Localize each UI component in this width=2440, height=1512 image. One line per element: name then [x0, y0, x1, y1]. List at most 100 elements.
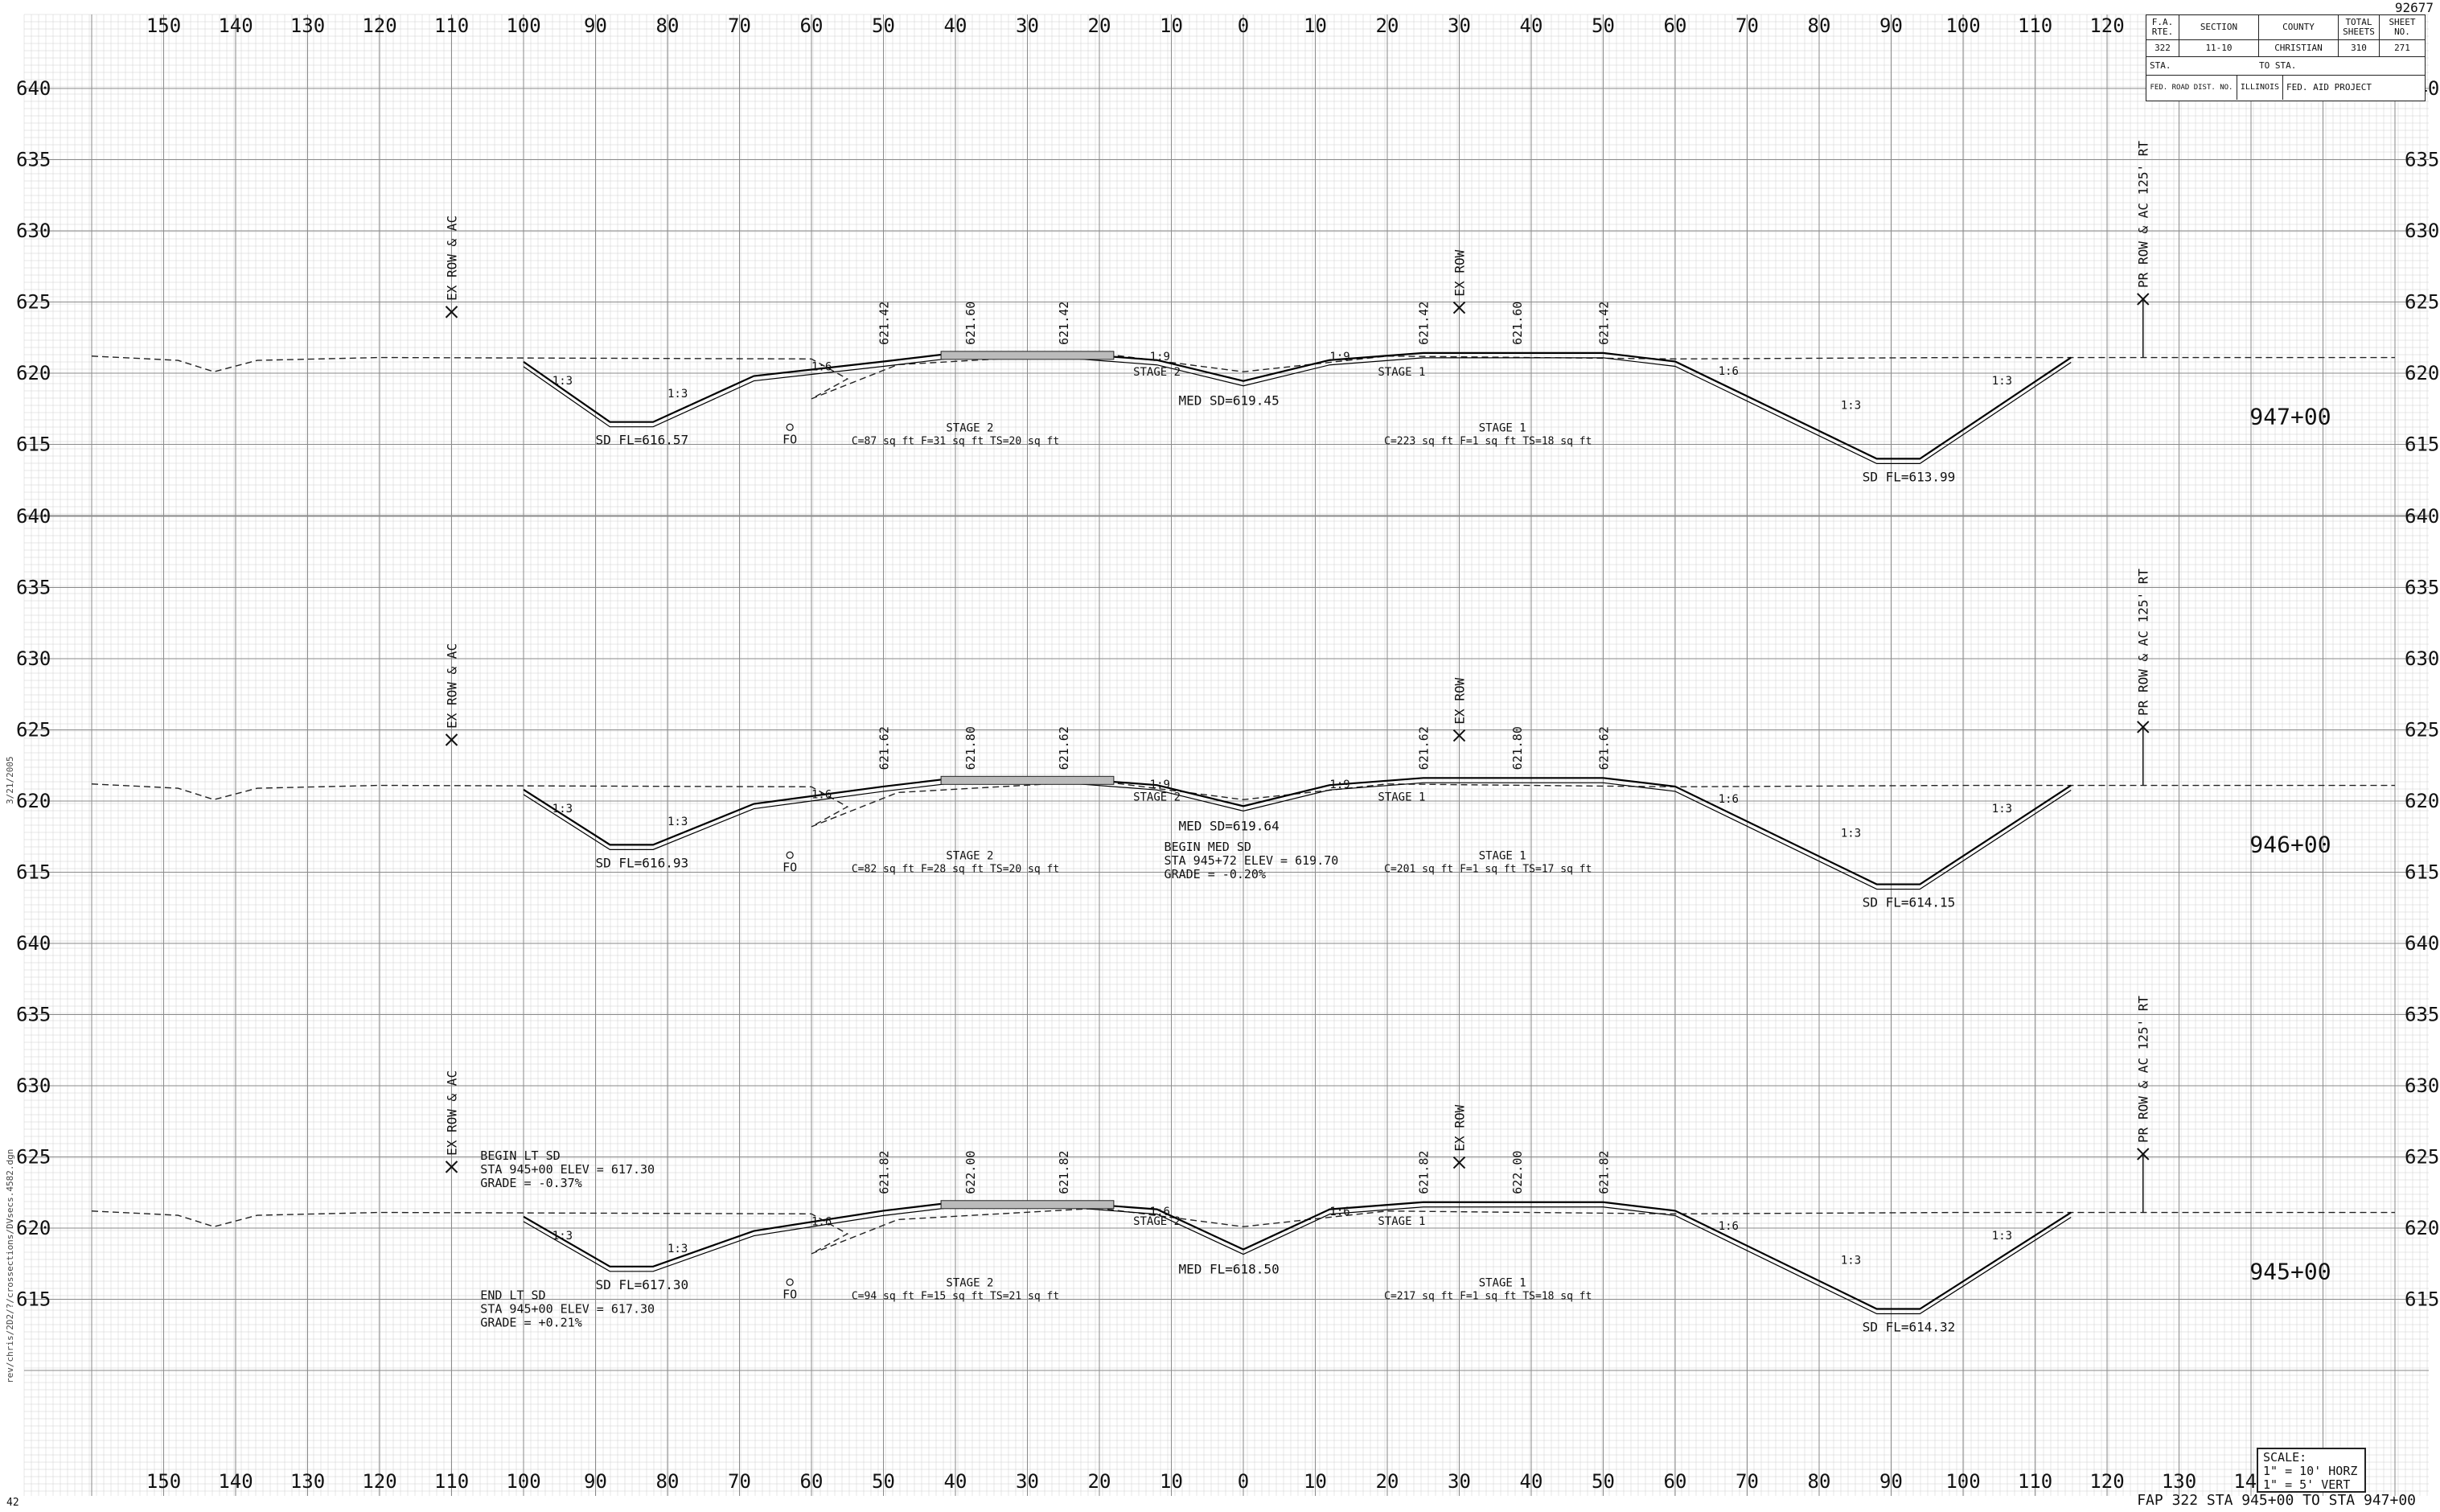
stage2-label: STAGE 2 [1133, 366, 1181, 379]
elevation-label-left: 625 [16, 1146, 51, 1169]
grade-elevation-label: 621.82 [877, 1151, 892, 1194]
stage1-label: STAGE 1 [1378, 1215, 1425, 1228]
slope-label: 1:6 [1150, 1206, 1170, 1218]
offset-label-top: 20 [1376, 14, 1399, 37]
elevation-label-left: 630 [16, 1074, 51, 1097]
grade-elevation-label: 621.62 [1057, 726, 1071, 770]
stage2-quantity-title: STAGE 2 [946, 1277, 993, 1290]
slope-label: 1:3 [552, 1230, 573, 1243]
title-block-section-head: SECTION [2179, 15, 2259, 40]
offset-label-top: 20 [1088, 14, 1111, 37]
proposed-section-line [523, 1201, 2072, 1310]
title-block-sheet-value: 271 [2380, 40, 2425, 57]
proposed-section-line [523, 777, 2072, 885]
left-ditch-label: SD FL=616.57 [596, 433, 689, 448]
stage2-quantity: C=94 sq ft F=15 sq ft TS=21 sq ft [852, 1291, 1059, 1303]
slope-label: 1:9 [1329, 351, 1349, 364]
grade-elevation-label: 621.62 [1597, 726, 1612, 770]
offset-label-top: 100 [506, 14, 540, 37]
left-ditch-begin-note: STA 945+00 ELEV = 617.30 [480, 1162, 655, 1177]
side-filename: rev/chris/2D2/?/crossections/DVsecs.4582… [5, 1148, 15, 1383]
offset-label-bottom: 110 [434, 1470, 469, 1493]
ex-row-mid-label: EX ROW [1452, 249, 1468, 296]
fiber-optic-marker [786, 1278, 794, 1286]
elevation-label-left: 630 [16, 220, 51, 242]
slope-label: 1:6 [811, 788, 832, 801]
elevation-label-right: 620 [2405, 1217, 2439, 1239]
elevation-label-right: 630 [2405, 1074, 2439, 1097]
elevation-label-right: 625 [2405, 719, 2439, 742]
stage2-pavement-hatch [940, 351, 1115, 360]
left-ditch-begin-note: BEGIN LT SD [480, 1148, 560, 1163]
slope-label: 1:3 [1992, 375, 2012, 388]
existing-ground-line [91, 780, 2395, 828]
grade-elevation-label: 621.80 [963, 726, 978, 770]
sections-layer: 640 640 635 635 630 630 625 625 620 620 615 615 621.… [16, 77, 2439, 1335]
offset-label-bottom: 120 [2089, 1470, 2124, 1493]
title-block-route-value: 322 [2146, 40, 2179, 57]
stage1-label: STAGE 1 [1378, 791, 1425, 803]
title-block-route-head: F.A. RTE. [2146, 15, 2179, 40]
stage2-quantity-title: STAGE 2 [946, 422, 993, 435]
pr-row-right-label: PR ROW & AC 125' RT [2136, 141, 2151, 288]
grade-elevation-label: 621.82 [1417, 1151, 1432, 1194]
stage2-pavement-hatch [940, 1200, 1115, 1210]
title-block-county-value: CHRISTIAN [2259, 40, 2339, 57]
offset-label-top: 10 [1304, 14, 1327, 37]
title-block-county-head: COUNTY [2259, 15, 2339, 40]
station-label: 947+00 [2249, 404, 2331, 430]
cross-section-946+00: 640 640 635 635 630 630 625 625 620 620 615 615 621.… [16, 505, 2439, 910]
fiber-optic-label: FO [783, 432, 797, 446]
subgrade-line [523, 357, 2072, 464]
elevation-label-left: 640 [16, 932, 51, 955]
grade-elevation-label: 621.42 [877, 302, 892, 345]
offset-label-top: 10 [1160, 14, 1183, 37]
median-ditch-note: BEGIN MED SD [1165, 840, 1251, 854]
fiber-optic-marker [786, 423, 794, 431]
slope-label: 1:6 [1719, 1220, 1739, 1233]
offset-label-top: 50 [872, 14, 895, 37]
title-block-sta-row-line [2179, 57, 2259, 76]
offset-label-top: 0 [1238, 14, 1249, 37]
offset-label-top: 80 [656, 14, 680, 37]
offset-label-bottom: 10 [1304, 1470, 1327, 1493]
grade-elevation-label: 621.62 [1417, 726, 1432, 770]
grid [23, 14, 2429, 1496]
scale-horizontal: 1" = 10' HORZ [2263, 1464, 2358, 1478]
offset-label-bottom: 130 [290, 1470, 325, 1493]
ex-row-mid-x [1452, 1156, 1466, 1169]
stage2-quantity: C=87 sq ft F=31 sq ft TS=20 sq ft [852, 436, 1059, 448]
grade-elevation-label: 621.60 [963, 302, 978, 345]
grade-elevation-label: 621.42 [1417, 302, 1432, 345]
slope-label: 1:6 [811, 1215, 832, 1228]
elevation-label-right: 620 [2405, 362, 2439, 384]
stage1-quantity-title: STAGE 1 [1479, 850, 1526, 863]
slope-label: 1:9 [1329, 779, 1349, 791]
elevation-label-right: 625 [2405, 1146, 2439, 1169]
elevation-label-left: 615 [16, 1288, 51, 1311]
grade-elevation-label: 622.00 [963, 1151, 978, 1194]
ex-row-mid-label: EX ROW [1452, 1104, 1468, 1151]
offset-label-bottom: 150 [146, 1470, 181, 1493]
title-block-state: ILLINOIS [2237, 76, 2283, 100]
offset-label-bottom: 20 [1088, 1470, 1111, 1493]
offset-label-top: 30 [1016, 14, 1039, 37]
ex-row-left-label: EX ROW & AC [445, 216, 460, 301]
elevation-label-left: 620 [16, 1217, 51, 1239]
left-ditch-label: SD FL=616.93 [596, 855, 689, 870]
pr-row-right-label: PR ROW & AC 125' RT [2136, 569, 2151, 716]
title-block-total-value: 310 [2339, 40, 2380, 57]
offset-label-bottom: 90 [1879, 1470, 1903, 1493]
elevation-label-left: 620 [16, 790, 51, 812]
median-ditch-label: MED FL=618.50 [1178, 1262, 1279, 1277]
elevation-label-right: 615 [2405, 433, 2439, 456]
title-block-total-head: TOTAL SHEETS [2339, 15, 2380, 40]
offset-label-top: 40 [944, 14, 967, 37]
offset-label-bottom: 0 [1238, 1470, 1249, 1493]
ex-row-mid-label: EX ROW [1452, 677, 1468, 724]
offset-label-top: 80 [1808, 14, 1831, 37]
elevation-label-right: 640 [2405, 505, 2439, 528]
slope-label: 1:6 [1329, 1206, 1349, 1218]
offset-label-top: 110 [2018, 14, 2052, 37]
elevation-label-left: 640 [16, 505, 51, 528]
